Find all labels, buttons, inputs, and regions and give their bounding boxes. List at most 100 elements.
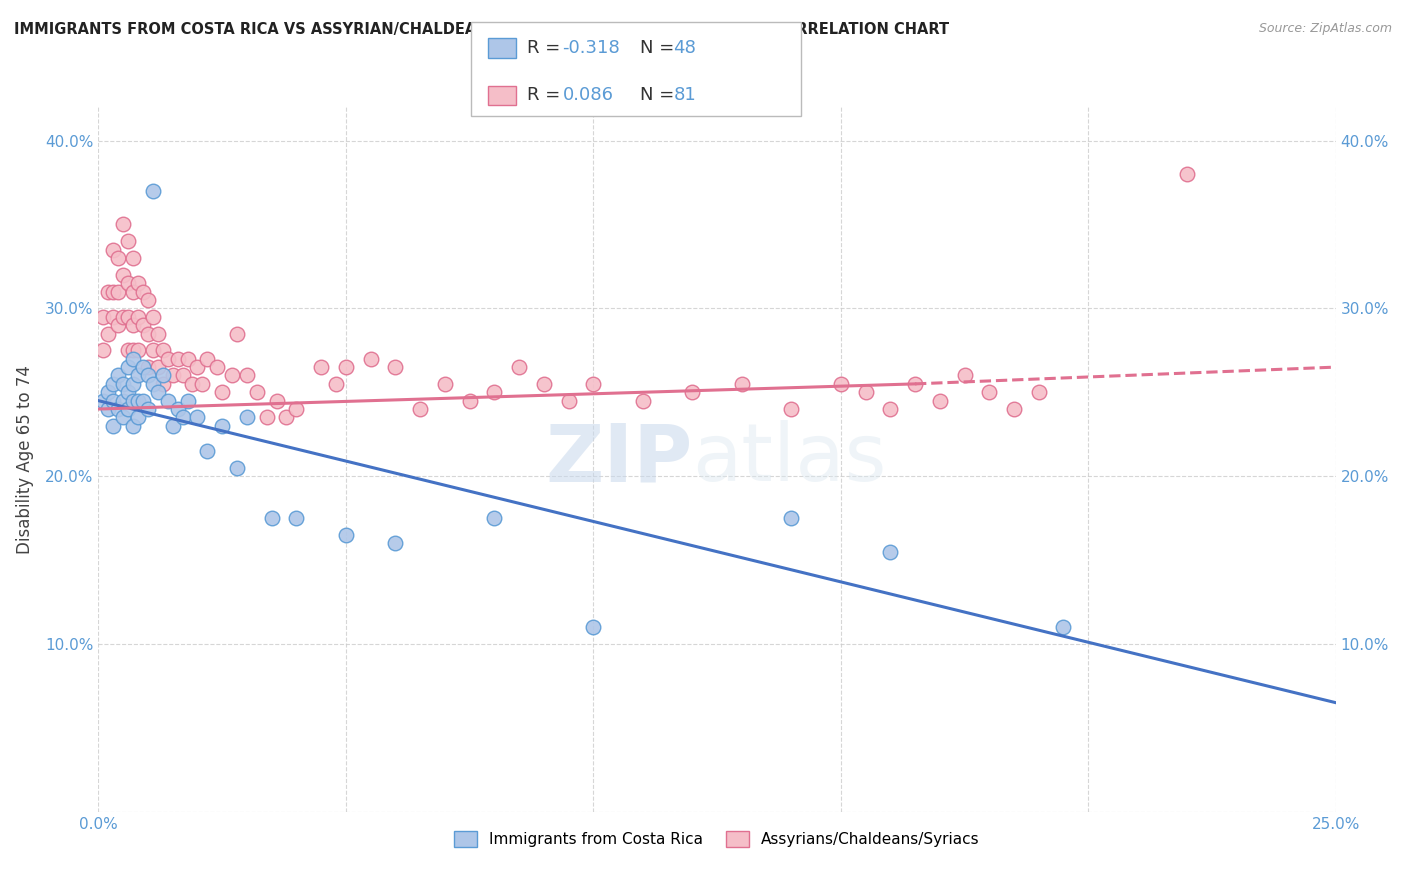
Point bbox=[127, 410, 149, 425]
Point bbox=[152, 368, 174, 383]
Point bbox=[132, 360, 155, 375]
Point bbox=[142, 343, 165, 358]
Point bbox=[285, 511, 308, 525]
Text: Source: ZipAtlas.com: Source: ZipAtlas.com bbox=[1258, 22, 1392, 36]
Point bbox=[953, 368, 976, 383]
Point bbox=[132, 393, 155, 408]
Text: IMMIGRANTS FROM COSTA RICA VS ASSYRIAN/CHALDEAN/SYRIAC DISABILITY AGE 65 TO 74 C: IMMIGRANTS FROM COSTA RICA VS ASSYRIAN/C… bbox=[14, 22, 949, 37]
Point bbox=[136, 402, 159, 417]
Point bbox=[103, 418, 125, 433]
Point bbox=[335, 528, 357, 542]
Point bbox=[830, 376, 852, 391]
Point bbox=[142, 376, 165, 391]
Point bbox=[97, 385, 120, 400]
Point bbox=[103, 243, 125, 257]
Point bbox=[681, 385, 703, 400]
Point bbox=[117, 310, 139, 324]
Point bbox=[156, 393, 179, 408]
Point bbox=[152, 376, 174, 391]
Point bbox=[266, 393, 288, 408]
Point bbox=[122, 418, 145, 433]
Point bbox=[107, 318, 129, 333]
Point bbox=[97, 402, 120, 417]
Point bbox=[879, 402, 901, 417]
Point bbox=[127, 310, 149, 324]
Point bbox=[107, 251, 129, 265]
Point bbox=[1052, 620, 1074, 634]
Point bbox=[127, 393, 149, 408]
Point bbox=[533, 376, 555, 391]
Point bbox=[409, 402, 432, 417]
Point bbox=[226, 460, 249, 475]
Point bbox=[631, 393, 654, 408]
Point bbox=[146, 385, 169, 400]
Legend: Immigrants from Costa Rica, Assyrians/Chaldeans/Syriacs: Immigrants from Costa Rica, Assyrians/Ch… bbox=[449, 825, 986, 854]
Point bbox=[146, 360, 169, 375]
Text: atlas: atlas bbox=[692, 420, 887, 499]
Point bbox=[132, 285, 155, 299]
Point bbox=[211, 385, 233, 400]
Point bbox=[186, 410, 208, 425]
Point bbox=[557, 393, 579, 408]
Point bbox=[384, 360, 406, 375]
Text: 0.086: 0.086 bbox=[562, 87, 613, 104]
Point bbox=[166, 402, 188, 417]
Point bbox=[246, 385, 269, 400]
Point bbox=[166, 351, 188, 366]
Point bbox=[904, 376, 927, 391]
Point bbox=[335, 360, 357, 375]
Point bbox=[142, 184, 165, 198]
Point bbox=[285, 402, 308, 417]
Point bbox=[181, 376, 204, 391]
Point bbox=[928, 393, 950, 408]
Text: 48: 48 bbox=[673, 39, 696, 57]
Point bbox=[107, 285, 129, 299]
Point bbox=[325, 376, 347, 391]
Point bbox=[127, 368, 149, 383]
Point bbox=[112, 268, 135, 282]
Point bbox=[103, 285, 125, 299]
Point bbox=[122, 343, 145, 358]
Text: ZIP: ZIP bbox=[546, 420, 692, 499]
Point bbox=[93, 393, 115, 408]
Point bbox=[107, 368, 129, 383]
Point bbox=[582, 376, 605, 391]
Point bbox=[176, 351, 198, 366]
Point bbox=[384, 536, 406, 550]
Point bbox=[979, 385, 1001, 400]
Text: N =: N = bbox=[640, 87, 679, 104]
Point bbox=[360, 351, 382, 366]
Point bbox=[117, 343, 139, 358]
Point bbox=[195, 351, 218, 366]
Point bbox=[176, 393, 198, 408]
Point bbox=[191, 376, 214, 391]
Point bbox=[117, 402, 139, 417]
Point bbox=[136, 368, 159, 383]
Point bbox=[122, 351, 145, 366]
Point bbox=[221, 368, 243, 383]
Point bbox=[1028, 385, 1050, 400]
Point bbox=[162, 418, 184, 433]
Point bbox=[117, 360, 139, 375]
Point bbox=[276, 410, 298, 425]
Point bbox=[107, 402, 129, 417]
Point bbox=[103, 393, 125, 408]
Point bbox=[780, 511, 803, 525]
Point bbox=[731, 376, 754, 391]
Text: 81: 81 bbox=[673, 87, 696, 104]
Point bbox=[127, 343, 149, 358]
Point bbox=[122, 318, 145, 333]
Point bbox=[117, 385, 139, 400]
Point bbox=[103, 310, 125, 324]
Point bbox=[136, 293, 159, 307]
Point bbox=[879, 544, 901, 558]
Point bbox=[309, 360, 332, 375]
Point bbox=[93, 310, 115, 324]
Point bbox=[112, 393, 135, 408]
Point bbox=[97, 285, 120, 299]
Y-axis label: Disability Age 65 to 74: Disability Age 65 to 74 bbox=[15, 365, 34, 554]
Point bbox=[152, 343, 174, 358]
Text: R =: R = bbox=[527, 87, 567, 104]
Point bbox=[172, 368, 194, 383]
Text: -0.318: -0.318 bbox=[562, 39, 620, 57]
